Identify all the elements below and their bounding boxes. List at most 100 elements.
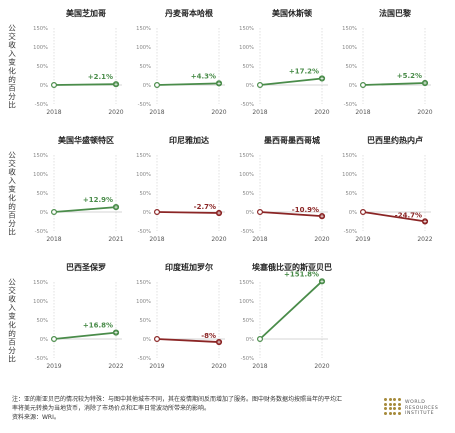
x-tick-label: 2018 bbox=[149, 109, 164, 116]
x-tick-label: 2019 bbox=[46, 363, 61, 370]
series-line bbox=[156, 211, 220, 214]
y-tick-label: -50% bbox=[35, 229, 48, 235]
y-tick-label: 50% bbox=[242, 191, 254, 197]
series-line bbox=[53, 83, 117, 86]
logo-dot bbox=[393, 398, 396, 401]
x-tick-label: 2020 bbox=[211, 236, 226, 243]
panel-title: 巴西里约热内卢 bbox=[367, 135, 423, 145]
start-point bbox=[360, 209, 367, 216]
y-tick-label: 100% bbox=[33, 299, 48, 305]
start-point bbox=[257, 336, 264, 343]
x-tick-label: 2022 bbox=[108, 363, 123, 370]
x-tick-label: 2020 bbox=[314, 236, 329, 243]
x-tick-label: 2018 bbox=[252, 363, 267, 370]
y-tick-label: 150% bbox=[239, 280, 254, 286]
panel-title: 法国巴黎 bbox=[379, 8, 411, 18]
data-label: -24.7% bbox=[395, 211, 422, 219]
y-tick-label: 150% bbox=[33, 280, 48, 286]
y-tick-label: -50% bbox=[138, 229, 151, 235]
data-label: +2.1% bbox=[88, 73, 113, 81]
data-label: +17.2% bbox=[289, 67, 319, 75]
x-tick-label: 2019 bbox=[355, 236, 370, 243]
y-tick-label: 0% bbox=[246, 83, 254, 89]
logo-dot bbox=[397, 402, 401, 406]
logo-dot bbox=[397, 398, 401, 401]
x-tick-label: 2018 bbox=[355, 109, 370, 116]
y-tick-label: 100% bbox=[239, 172, 254, 178]
y-tick-label: 0% bbox=[246, 210, 254, 216]
y-tick-label: 100% bbox=[342, 172, 357, 178]
x-tick-label: 2018 bbox=[149, 236, 164, 243]
start-point bbox=[154, 336, 161, 343]
logo-dot bbox=[393, 407, 396, 410]
y-tick-label: 0% bbox=[40, 210, 48, 216]
footnote: 注：亚的斯亚贝巴的情况较为特殊：与图中其他城市不同，其在疫情期间反而增加了服务。… bbox=[12, 395, 392, 422]
y-tick-label: 50% bbox=[139, 191, 151, 197]
y-tick-label: -50% bbox=[241, 356, 254, 362]
y-tick-label: 150% bbox=[342, 26, 357, 32]
panel-title: 美国芝加哥 bbox=[66, 8, 106, 18]
logo-dot bbox=[397, 407, 401, 410]
data-label: -2.7% bbox=[194, 203, 216, 211]
panel-title: 墨西哥墨西哥城 bbox=[264, 135, 320, 145]
panel-title: 印尼雅加达 bbox=[169, 135, 209, 145]
y-tick-label: 0% bbox=[349, 210, 357, 216]
logo-text-line: INSTITUTE bbox=[405, 411, 435, 417]
y-tick-label: -50% bbox=[241, 229, 254, 235]
y-tick-label: 50% bbox=[36, 318, 48, 324]
logo-dot bbox=[393, 411, 396, 415]
start-point bbox=[257, 209, 264, 216]
logo-dot bbox=[397, 411, 401, 415]
start-point bbox=[50, 209, 57, 216]
y-tick-label: 100% bbox=[239, 45, 254, 51]
panel-title: 美国华盛顿特区 bbox=[58, 135, 114, 145]
data-label: -8% bbox=[201, 332, 216, 340]
y-tick-label: 150% bbox=[136, 26, 151, 32]
series-line bbox=[259, 280, 323, 340]
x-tick-label: 2020 bbox=[314, 109, 329, 116]
panel-title: 埃塞俄比亚的斯亚贝巴 bbox=[252, 262, 332, 272]
start-point bbox=[257, 81, 264, 88]
start-point bbox=[50, 81, 57, 88]
y-tick-label: 50% bbox=[242, 318, 254, 324]
x-tick-label: 2020 bbox=[314, 363, 329, 370]
y-tick-label: 150% bbox=[33, 153, 48, 159]
panel-title: 印度班加罗尔 bbox=[165, 262, 213, 272]
y-tick-label: -50% bbox=[35, 102, 48, 108]
y-tick-label: 100% bbox=[136, 172, 151, 178]
panel-title: 美国休斯顿 bbox=[272, 8, 312, 18]
y-tick-label: -50% bbox=[241, 102, 254, 108]
data-label: +5.2% bbox=[397, 72, 422, 80]
source-line: 资料来源：WRI。 bbox=[12, 414, 60, 421]
footnote-line: 率将美元转换为当地货币，消除了市场价点和汇率日常波动所带来的影响。 bbox=[12, 405, 211, 412]
series-line bbox=[53, 206, 117, 213]
series-line bbox=[259, 77, 323, 86]
wri-logo: WORLD RESOURCES INSTITUTE bbox=[384, 394, 454, 430]
x-tick-label: 2021 bbox=[108, 236, 123, 243]
y-tick-label: 0% bbox=[40, 337, 48, 343]
data-label: +151.8% bbox=[284, 270, 319, 278]
y-tick-label: 150% bbox=[239, 26, 254, 32]
logo-dot bbox=[388, 398, 392, 401]
logo-text-line: RESOURCES bbox=[405, 405, 439, 411]
start-point bbox=[50, 336, 57, 343]
series-line bbox=[259, 211, 323, 218]
y-tick-label: 150% bbox=[136, 280, 151, 286]
y-axis-title: 公交收入变化的百分比 bbox=[8, 277, 16, 363]
y-tick-label: 100% bbox=[239, 299, 254, 305]
logo-text-line: WORLD bbox=[405, 400, 426, 405]
y-tick-label: 50% bbox=[139, 318, 151, 324]
x-tick-label: 2020 bbox=[417, 109, 432, 116]
y-tick-label: 150% bbox=[33, 26, 48, 32]
y-tick-label: -50% bbox=[344, 102, 357, 108]
y-axis-title: 公交收入变化的百分比 bbox=[8, 150, 16, 236]
y-tick-label: -50% bbox=[344, 229, 357, 235]
panel-title: 巴西圣保罗 bbox=[66, 262, 106, 272]
y-tick-label: 100% bbox=[136, 45, 151, 51]
x-tick-label: 2022 bbox=[417, 236, 432, 243]
y-tick-label: 50% bbox=[345, 191, 357, 197]
y-tick-label: 150% bbox=[239, 153, 254, 159]
series-line bbox=[362, 211, 426, 223]
footnote-line: 注：亚的斯亚贝巴的情况较为特殊：与图中其他城市不同，其在疫情期间反而增加了服务。… bbox=[12, 396, 343, 403]
